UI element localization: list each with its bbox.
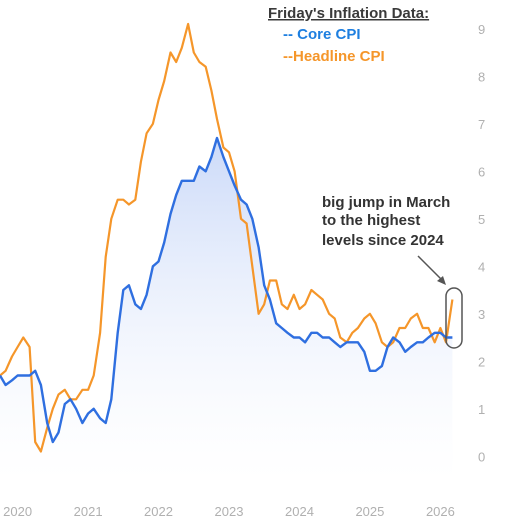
y-tick-label: 5 (478, 212, 485, 227)
y-tick-label: 2 (478, 354, 485, 369)
annotation-line-3: levels since 2024 (322, 232, 444, 249)
y-tick-label: 9 (478, 22, 485, 37)
x-tick-label: 2023 (215, 504, 244, 519)
y-tick-label: 8 (478, 69, 485, 84)
core-cpi-line (0, 136, 453, 444)
x-tick-label: 2025 (355, 504, 384, 519)
annotation-arrowhead (437, 276, 446, 285)
legend-core-cpi: -- Core CPI (283, 26, 361, 43)
x-tick-label: 2022 (144, 504, 173, 519)
annotation-line-2: to the highest (322, 212, 420, 229)
x-tick-label: 2026 (426, 504, 455, 519)
x-tick-label: 2024 (285, 504, 314, 519)
core-cpi-area (0, 138, 453, 480)
annotation-line-1: big jump in March (322, 194, 450, 211)
legend-headline-cpi: --Headline CPI (283, 48, 385, 65)
legend: Friday's Inflation Data: -- Core CPI --H… (268, 5, 429, 65)
y-tick-label: 3 (478, 307, 485, 322)
x-tick-label: 2020 (3, 504, 32, 519)
y-tick-label: 7 (478, 117, 485, 132)
x-tick-label: 2021 (74, 504, 103, 519)
annotation-arrow (417, 255, 445, 283)
headline-cpi-line (0, 22, 454, 453)
y-tick-label: 6 (478, 164, 485, 179)
chart-title: Friday's Inflation Data: (268, 5, 429, 22)
annotation-highlight-oval (445, 287, 463, 349)
annotation: big jump in March to the highest levels … (322, 194, 463, 349)
y-axis-ticks: 0 1 2 3 4 5 6 7 8 9 (478, 22, 485, 464)
y-tick-label: 0 (478, 449, 485, 464)
y-tick-label: 1 (478, 402, 485, 417)
y-tick-label: 4 (478, 259, 485, 274)
x-axis-ticks: 2020 2021 2022 2023 2024 2025 2026 (3, 504, 455, 519)
